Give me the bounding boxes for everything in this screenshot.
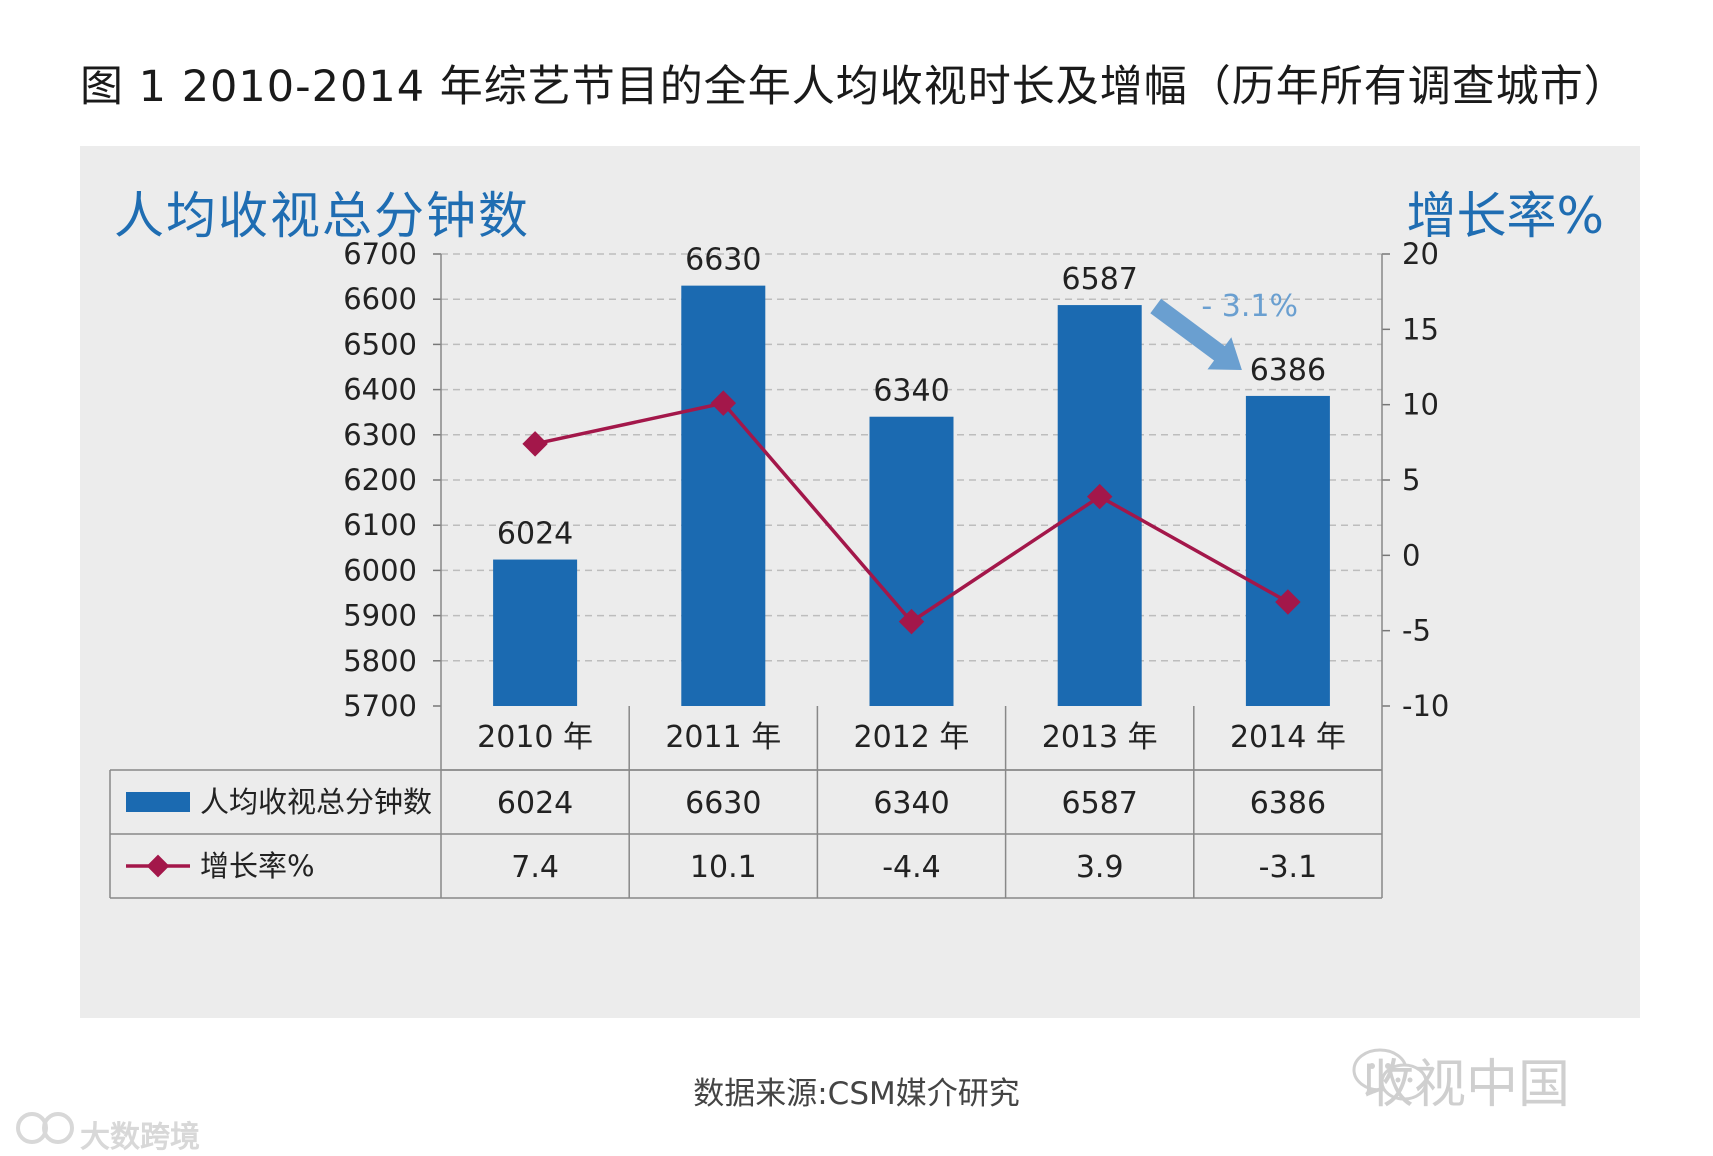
table-cell-minutes: 6024 [497,786,573,821]
y-tick-label: 6200 [343,463,417,497]
bar-value-label: 6587 [1062,262,1138,297]
chart-panel: 人均收视总分钟数 增长率% 6700 6600 6500 6400 6300 6200 61… [80,146,1640,1018]
bar [1245,395,1330,706]
y2-tick-label: -5 [1402,614,1431,648]
trend-arrow-shape [1150,298,1242,371]
chart: 6700 6600 6500 6400 6300 6200 6100 6000 5900 5800… [109,237,1449,899]
x-category-label: 2011 年 [665,720,781,755]
wechat-icon [1352,1048,1428,1101]
y-tick-label: 5900 [343,599,417,633]
table-cell-minutes: 6340 [873,786,949,821]
table-cell-growth: 10.1 [690,850,757,885]
table-cell-growth: -3.1 [1259,850,1318,885]
source-note: 数据来源:CSM媒介研究 [693,1076,1020,1112]
annotation-label: - 3.1% [1201,289,1298,324]
watermark-left: 大数跨境 [80,1120,200,1155]
growth-marker [898,608,925,635]
table-cell-growth: -4.4 [882,850,941,885]
y2-tick-label: 20 [1402,237,1439,271]
y-tick-label: 6400 [343,373,417,407]
growth-marker [1086,483,1113,510]
y2-tick-label: -10 [1402,689,1449,723]
table-cell-growth: 3.9 [1076,850,1124,885]
y2-tick-label: 10 [1402,388,1439,422]
bar-value-label: 6630 [685,243,761,278]
bar [493,559,578,706]
y2-tick-label: 0 [1402,538,1420,572]
y-tick-label: 6500 [343,327,417,361]
x-category-label: 2014 年 [1230,720,1346,755]
x-category-label: 2010 年 [477,720,593,755]
y-tick-label: 6000 [343,553,417,587]
y-tick-label: 6600 [343,282,417,316]
x-category-label: 2013 年 [1042,720,1158,755]
bar-value-label: 6386 [1250,353,1326,388]
bar [869,416,954,706]
y-tick-label: 5700 [343,689,417,723]
bar-value-label: 6340 [873,374,949,409]
growth-marker [710,390,737,416]
logo-icon [16,1112,74,1144]
bar-value-label: 6024 [497,517,573,552]
table-cell-minutes: 6587 [1062,786,1138,821]
legend-bar-swatch [126,792,190,812]
y-tick-label: 6100 [343,508,417,542]
y2-tick-label: 15 [1402,312,1439,346]
legend-line-marker [146,854,170,878]
growth-marker [522,431,548,457]
y-tick-label: 6300 [343,418,417,452]
y-tick-label: 6700 [343,237,417,271]
x-category-label: 2012 年 [854,720,970,755]
table-cell-minutes: 6386 [1250,786,1326,821]
legend-bar-label: 人均收视总分钟数 [200,785,432,819]
y2-tick-label: 5 [1402,463,1420,497]
figure-title: 图 1 2010-2014 年综艺节目的全年人均收视时长及增幅（历年所有调查城市… [80,62,1628,112]
watermark-right: 收视中国 [1362,1055,1571,1115]
y-tick-label: 5800 [343,644,417,678]
left-axis-title: 人均收视总分钟数 [114,187,530,245]
legend-line-label: 增长率% [200,849,315,883]
trend-arrow [1150,298,1242,371]
table-cell-minutes: 6630 [685,786,761,821]
table-cell-growth: 7.4 [511,850,559,885]
bar [681,285,766,706]
right-axis-title: 增长率% [1406,187,1604,245]
